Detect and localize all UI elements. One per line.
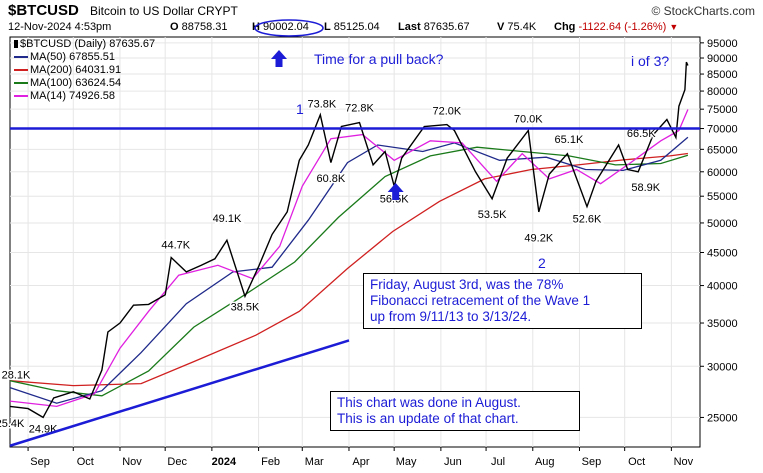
legend-swatch bbox=[14, 56, 28, 59]
price-label: 65.1K bbox=[555, 134, 584, 146]
price-label: 58.9K bbox=[631, 182, 660, 194]
chart-date: 12-Nov-2024 4:53pm bbox=[8, 21, 112, 33]
ma50-line bbox=[9, 136, 689, 404]
x-tick-label: May bbox=[396, 456, 417, 468]
legend-label: MA(14) 74926.58 bbox=[30, 90, 115, 102]
legend-entry: MA(14) 74926.58 bbox=[14, 90, 115, 102]
pullback-arrow-icon bbox=[271, 50, 287, 67]
y-tick-label: 70000 bbox=[707, 124, 738, 136]
chart-symbol: $BTCUSD bbox=[8, 2, 79, 19]
brand-label: © StockCharts.com bbox=[651, 4, 755, 18]
y-tick-label: 35000 bbox=[707, 318, 738, 330]
legend-swatch bbox=[14, 95, 28, 98]
legend-entry: MA(100) 63624.54 bbox=[14, 77, 121, 89]
trendline bbox=[9, 339, 350, 447]
price-label: 72.8K bbox=[345, 103, 374, 115]
price-label: 24.9K bbox=[29, 424, 58, 436]
wave2-label: 2 bbox=[538, 255, 546, 271]
x-tick-label: Mar bbox=[305, 456, 324, 468]
price-label: 49.1K bbox=[213, 213, 242, 225]
x-tick-label: Oct bbox=[628, 456, 645, 468]
legend-swatch bbox=[14, 40, 18, 49]
y-tick-label: 65000 bbox=[707, 144, 738, 156]
x-tick-label: Dec bbox=[167, 456, 187, 468]
quote-volume: V 75.4K bbox=[497, 21, 537, 33]
legend-label: MA(200) 64031.91 bbox=[30, 64, 122, 76]
legend-entry: $BTCUSD (Daily) 87635.67 bbox=[14, 38, 155, 50]
legend-label: MA(100) 63624.54 bbox=[30, 77, 122, 89]
chart-instrument-name: Bitcoin to US Dollar CRYPT bbox=[90, 4, 238, 18]
price-labels: 25.4K 28.1K 24.9K 44.7K 49.1K 38.5K 73.8K 60.8K… bbox=[0, 97, 662, 437]
x-tick-label: Jun bbox=[444, 456, 462, 468]
x-tick-label: Apr bbox=[352, 456, 369, 468]
x-tick-label: Jul bbox=[491, 456, 505, 468]
x-tick-label: Nov bbox=[674, 456, 694, 468]
price-label: 72.0K bbox=[433, 106, 462, 118]
high-value-ellipse bbox=[254, 19, 324, 37]
y-tick-label: 25000 bbox=[707, 412, 738, 424]
y-axis: 25000 30000 35000 40000 45000 50000 55000 60000… bbox=[700, 38, 738, 424]
x-axis: Sep Oct Nov Dec 2024 Feb Mar Apr May Jun Jul Aug Sep… bbox=[27, 447, 694, 468]
ma14-line bbox=[9, 109, 689, 408]
x-tick-label: Nov bbox=[122, 456, 142, 468]
price-label: 66.5K bbox=[627, 128, 656, 140]
legend-swatch bbox=[14, 69, 28, 72]
y-tick-label: 30000 bbox=[707, 361, 738, 373]
wave1-label: 1 bbox=[296, 101, 304, 117]
y-tick-label: 85000 bbox=[707, 69, 738, 81]
price-label: 49.2K bbox=[524, 232, 553, 244]
price-label: 28.1K bbox=[2, 370, 31, 382]
price-label: 73.8K bbox=[307, 99, 336, 111]
price-label: 52.6K bbox=[573, 214, 602, 226]
y-tick-label: 75000 bbox=[707, 104, 738, 116]
legend-label: MA(50) 67855.51 bbox=[30, 51, 115, 63]
x-tick-label: Aug bbox=[535, 456, 555, 468]
y-tick-label: 60000 bbox=[707, 167, 738, 179]
overlays bbox=[9, 19, 700, 447]
y-tick-label: 95000 bbox=[707, 38, 738, 50]
price-label: 44.7K bbox=[161, 239, 190, 251]
x-tick-label: Oct bbox=[77, 456, 94, 468]
x-tick-label: 2024 bbox=[212, 456, 237, 468]
series-group bbox=[9, 61, 689, 419]
y-tick-label: 90000 bbox=[707, 53, 738, 65]
price-label: 25.4K bbox=[0, 418, 25, 430]
wave3-annotation: i of 3? bbox=[631, 53, 670, 69]
price-line bbox=[9, 61, 689, 419]
pullback-annotation: Time for a pull back? bbox=[314, 51, 444, 67]
y-tick-label: 80000 bbox=[707, 86, 738, 98]
y-tick-label: 45000 bbox=[707, 248, 738, 260]
legend-swatch bbox=[14, 82, 28, 85]
price-label: 60.8K bbox=[317, 173, 346, 185]
plot-area bbox=[9, 36, 701, 448]
quote-low: L 85125.04 bbox=[324, 21, 380, 33]
fib-note-box: Friday, August 3rd, was the 78% Fibonacc… bbox=[363, 273, 642, 329]
y-tick-label: 40000 bbox=[707, 281, 738, 293]
x-tick-label: Sep bbox=[30, 456, 50, 468]
quote-change: Chg -1122.64 (-1.26%) ▼ bbox=[554, 21, 679, 33]
wave-low-arrow-icon bbox=[387, 183, 404, 200]
price-label: 53.5K bbox=[478, 209, 507, 221]
price-label: 38.5K bbox=[231, 301, 260, 313]
update-note-box: This chart was done in August. This is a… bbox=[330, 391, 580, 431]
x-tick-label: Feb bbox=[261, 456, 280, 468]
legend-entry: MA(50) 67855.51 bbox=[14, 51, 115, 63]
x-tick-label: Sep bbox=[582, 456, 602, 468]
ma100-line bbox=[9, 146, 689, 397]
legend-label: $BTCUSD (Daily) 87635.67 bbox=[20, 38, 156, 50]
y-tick-label: 50000 bbox=[707, 218, 738, 230]
legend-entry: MA(200) 64031.91 bbox=[14, 64, 121, 76]
y-tick-label: 55000 bbox=[707, 191, 738, 203]
quote-open: O 88758.31 bbox=[170, 21, 228, 33]
price-label: 70.0K bbox=[514, 114, 543, 126]
quote-last: Last 87635.67 bbox=[398, 21, 470, 33]
